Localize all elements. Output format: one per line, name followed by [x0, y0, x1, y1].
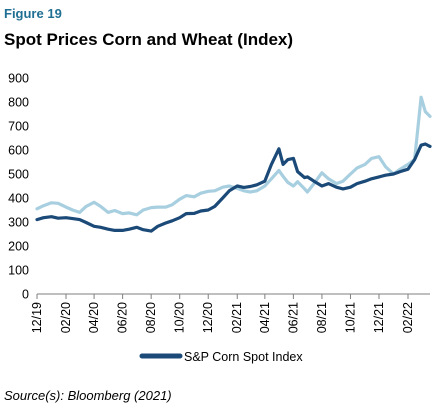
y-tick-label: 800: [8, 96, 29, 110]
source-note: Source(s): Bloomberg (2021): [4, 388, 172, 403]
x-tick-label: 02/20: [59, 302, 73, 333]
x-tick-label: 06/20: [116, 302, 130, 333]
legend: S&P Corn Spot Index: [139, 350, 303, 364]
x-tick-label: 08/21: [315, 302, 329, 333]
x-tick-label: 12/19: [30, 302, 44, 333]
x-tick-label: 06/21: [286, 302, 300, 333]
y-tick-label: 100: [8, 264, 29, 278]
x-tick-label: 10/21: [343, 302, 357, 333]
x-tick-label: 04/20: [87, 302, 101, 333]
x-tick-label: 12/21: [372, 302, 386, 333]
y-tick-label: 400: [8, 192, 29, 206]
x-tick-label: 02/22: [401, 302, 415, 333]
x-tick-label: 10/20: [173, 302, 187, 333]
y-tick-label: 700: [8, 120, 29, 134]
y-tick-label: 0: [22, 288, 29, 302]
y-axis-ticks: 0 100 200 300 400 500 600 700 800 900: [8, 72, 29, 302]
y-tick-label: 600: [8, 144, 29, 158]
x-axis: 12/19 02/20 04/20 06/20 08/20 10/20 12/20 02/21…: [30, 293, 430, 333]
figure-label: Figure 19: [4, 6, 62, 21]
legend-label-corn: S&P Corn Spot Index: [184, 350, 303, 364]
series-lines: [35, 95, 432, 233]
series-line-wheat: [35, 95, 432, 217]
y-tick-label: 300: [8, 216, 29, 230]
y-tick-label: 900: [8, 72, 29, 86]
y-tick-label: 200: [8, 240, 29, 254]
chart-title: Spot Prices Corn and Wheat (Index): [4, 30, 294, 49]
x-tick-label: 04/21: [258, 302, 272, 333]
x-tick-label: 08/20: [144, 302, 158, 333]
x-tick-label: 02/21: [230, 302, 244, 333]
series-line-corn: [35, 142, 432, 233]
y-tick-label: 500: [8, 168, 29, 182]
x-tick-label: 12/20: [201, 302, 215, 333]
